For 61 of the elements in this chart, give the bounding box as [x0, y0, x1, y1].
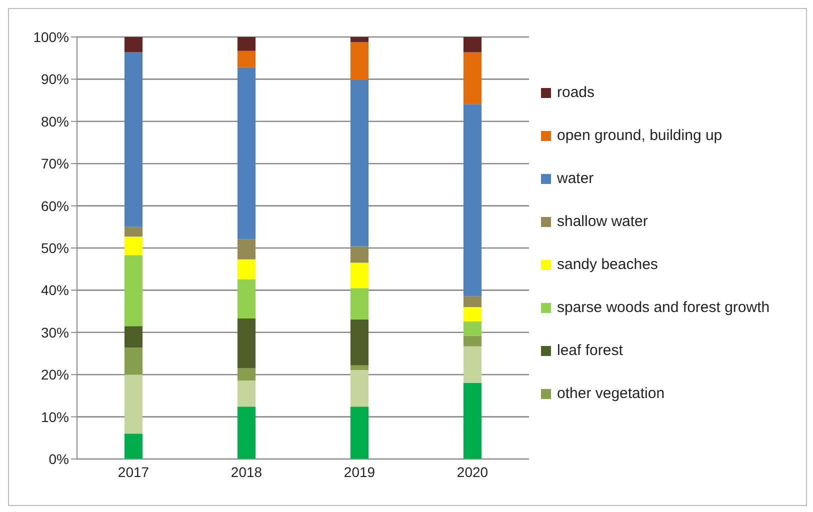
bar [124, 37, 143, 52]
bar [463, 321, 482, 336]
bar [124, 348, 143, 375]
y-tick-label: 100% [33, 28, 69, 45]
y-tick-label: 0% [48, 450, 69, 467]
bar [350, 406, 369, 459]
x-tick-label: 2019 [344, 464, 376, 480]
bar [237, 259, 256, 280]
bar [237, 318, 256, 368]
bar [463, 346, 482, 384]
bar [463, 336, 482, 346]
y-tick-label: 70% [40, 156, 69, 172]
bar [350, 246, 369, 263]
x-tick-label: 2020 [456, 464, 488, 480]
x-tick-label: 2018 [230, 464, 262, 480]
y-tick-label: 90% [40, 71, 69, 88]
y-tick-label: 10% [40, 408, 69, 425]
bar [124, 226, 143, 237]
legend-label: leaf forest [557, 342, 623, 359]
bar [350, 262, 369, 288]
bar [463, 307, 482, 322]
y-tick-label: 40% [40, 282, 69, 298]
y-tick-label: 80% [40, 113, 69, 130]
bar [350, 42, 369, 80]
y-tick-label: 50% [40, 240, 69, 256]
bar [463, 37, 482, 52]
bar [124, 434, 143, 459]
bar [350, 288, 369, 320]
bar [350, 370, 369, 407]
bar [237, 279, 256, 318]
bar [463, 104, 482, 296]
bar [463, 383, 482, 459]
bar [350, 80, 369, 246]
bar [350, 319, 369, 366]
legend-label: water [557, 170, 594, 187]
legend-label: sparse woods and forest growth [557, 299, 770, 316]
bar [237, 50, 256, 68]
legend-label: other vegetation [557, 385, 665, 402]
bar [463, 296, 482, 308]
bar [237, 406, 256, 459]
bar [124, 236, 143, 256]
legend-label: shallow water [557, 213, 648, 230]
y-tick-label: 20% [40, 366, 69, 383]
bar [350, 365, 369, 370]
bar [463, 52, 482, 104]
y-tick-label: 30% [40, 324, 69, 340]
legend-label: roads [557, 84, 595, 101]
bar [124, 52, 143, 227]
bar [237, 37, 256, 51]
y-tick-label: 60% [40, 198, 69, 214]
x-tick-label: 2017 [118, 464, 150, 480]
bar [237, 368, 256, 381]
legend-label: sandy beaches [557, 256, 658, 273]
bar [124, 255, 143, 326]
legend-label: open ground, building up [557, 127, 722, 144]
bar [237, 67, 256, 240]
bar [124, 326, 143, 348]
bar [237, 239, 256, 260]
bar [237, 380, 256, 407]
bar [124, 374, 143, 434]
bar [350, 37, 369, 42]
